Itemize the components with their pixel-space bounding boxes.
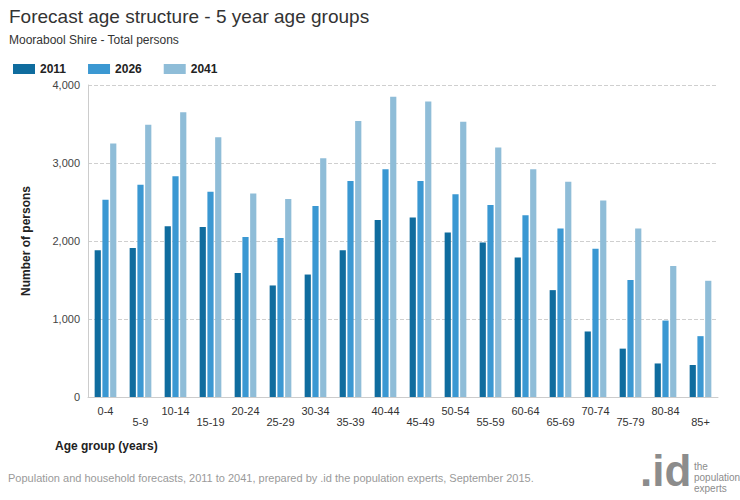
svg-text:3,000: 3,000	[52, 157, 80, 169]
svg-text:population: population	[694, 472, 740, 483]
svg-text:0-4: 0-4	[98, 405, 114, 417]
svg-text:65-69: 65-69	[546, 416, 574, 428]
svg-text:4,000: 4,000	[52, 79, 80, 91]
svg-text:.id: .id	[640, 446, 691, 495]
svg-text:5-9: 5-9	[133, 416, 149, 428]
svg-text:85+: 85+	[691, 416, 710, 428]
svg-text:Forecast age structure - 5 yea: Forecast age structure - 5 year age grou…	[9, 6, 369, 27]
svg-text:55-59: 55-59	[476, 416, 504, 428]
svg-text:2011: 2011	[40, 62, 66, 76]
svg-text:Age group (years): Age group (years)	[55, 439, 158, 453]
svg-text:60-64: 60-64	[511, 405, 539, 417]
svg-text:70-74: 70-74	[581, 405, 609, 417]
svg-text:experts: experts	[694, 483, 727, 494]
svg-text:Moorabool Shire - Total person: Moorabool Shire - Total persons	[9, 33, 179, 47]
svg-text:45-49: 45-49	[406, 416, 434, 428]
svg-text:50-54: 50-54	[441, 405, 469, 417]
svg-text:2026: 2026	[115, 62, 142, 76]
svg-text:40-44: 40-44	[371, 405, 399, 417]
svg-text:20-24: 20-24	[231, 405, 259, 417]
svg-text:the: the	[694, 461, 708, 472]
svg-text:35-39: 35-39	[336, 416, 364, 428]
svg-text:10-14: 10-14	[161, 405, 189, 417]
svg-text:1,000: 1,000	[52, 313, 80, 325]
svg-text:25-29: 25-29	[266, 416, 294, 428]
svg-text:2041: 2041	[191, 62, 218, 76]
svg-text:75-79: 75-79	[616, 416, 644, 428]
svg-text:0: 0	[74, 391, 80, 403]
svg-text:30-34: 30-34	[301, 405, 329, 417]
svg-text:80-84: 80-84	[651, 405, 679, 417]
svg-text:2,000: 2,000	[52, 235, 80, 247]
svg-text:Number of persons: Number of persons	[19, 186, 33, 296]
svg-text:Population and household forec: Population and household forecasts, 2011…	[8, 472, 534, 484]
svg-text:15-19: 15-19	[196, 416, 224, 428]
